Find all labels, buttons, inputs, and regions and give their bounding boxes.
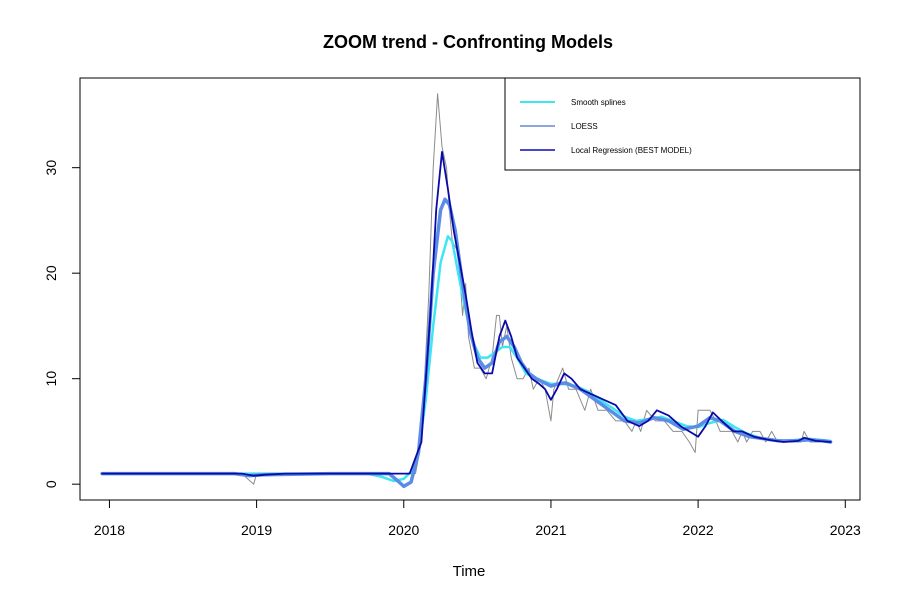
legend-label: Local Regression (BEST MODEL) [571, 146, 692, 155]
x-tick-label: 2020 [388, 522, 419, 538]
y-tick-label: 0 [43, 480, 59, 488]
y-tick-label: 20 [43, 265, 59, 281]
x-axis-label: Time [453, 563, 486, 580]
legend: Smooth splines LOESS Local Regression (BES… [504, 77, 861, 171]
x-tick-label: 2021 [535, 522, 566, 538]
legend-label: Smooth splines [571, 98, 626, 107]
legend-label: LOESS [571, 122, 598, 131]
x-tick-label: 2022 [683, 522, 714, 538]
y-tick-label: 30 [43, 160, 59, 176]
plot-lines [100, 93, 833, 489]
y-tick-label: 10 [43, 371, 59, 387]
y-axis: 0 10 20 30 [43, 160, 81, 488]
series-line-local-regression [101, 150, 832, 477]
series-line-raw [101, 93, 832, 485]
x-tick-label: 2023 [830, 522, 861, 538]
x-axis: 2018 2019 2020 2021 2022 2023 [94, 499, 861, 538]
series-line-smooth-splines [100, 235, 832, 483]
x-tick-label: 2018 [94, 522, 125, 538]
series-line-loess [100, 197, 833, 489]
legend-box [504, 77, 861, 171]
chart-title: ZOOM trend - Confronting Models [323, 32, 613, 52]
x-tick-label: 2019 [241, 522, 272, 538]
